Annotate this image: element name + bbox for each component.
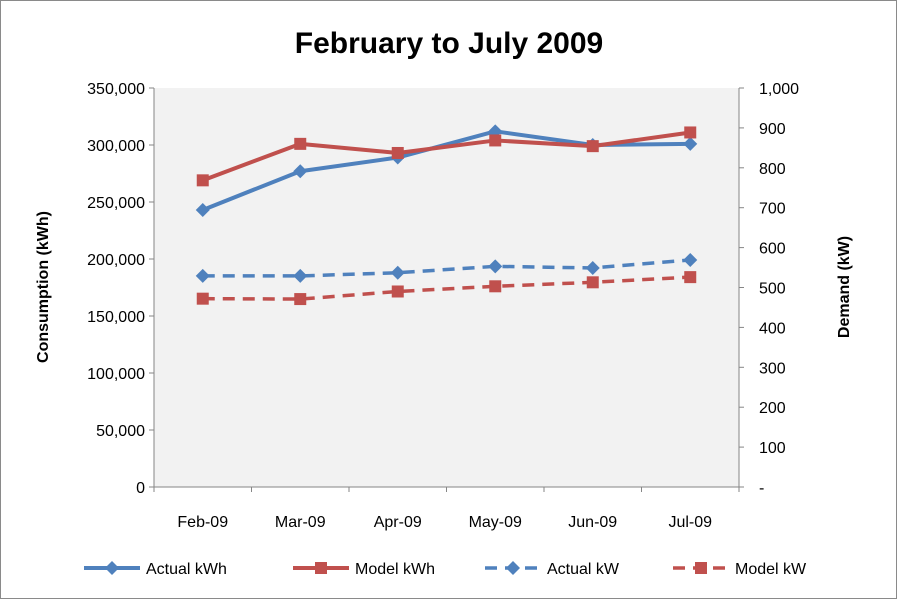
data-point-actual-kwh [195, 202, 210, 217]
left-axis-title: Consumption (kWh) [35, 211, 52, 363]
data-point-model-kw [586, 276, 599, 289]
right-tick-label: 200 [759, 400, 786, 417]
right-tick-label: 700 [759, 201, 786, 218]
right-tick-label: 900 [759, 121, 786, 138]
data-point-actual-kw [390, 265, 405, 280]
right-tick-label: 600 [759, 241, 786, 258]
right-tick-label: 400 [759, 320, 786, 337]
legend-marker-actual-kw [506, 561, 520, 575]
legend-item-actual-kwh: Actual kWh [84, 561, 227, 578]
data-point-model-kwh [586, 140, 599, 153]
data-point-model-kw [489, 280, 502, 293]
left-tick-label: 250,000 [87, 195, 145, 212]
legend-label-model-kwh: Model kWh [355, 561, 435, 578]
right-tick-label: 800 [759, 161, 786, 178]
legend: Actual kWh Model kWh Actual kW Model kW [84, 561, 807, 578]
data-point-actual-kwh [683, 136, 698, 151]
data-point-actual-kw [488, 259, 503, 274]
data-point-model-kwh [391, 146, 404, 159]
right-tick-label: 500 [759, 281, 786, 298]
left-tick-label: 150,000 [87, 309, 145, 326]
data-point-model-kw [294, 293, 307, 306]
right-axis-title: Demand (kW) [836, 236, 853, 338]
data-point-actual-kw [293, 268, 308, 283]
legend-marker-actual-kwh [105, 561, 119, 575]
x-tick-label: May-09 [469, 514, 522, 531]
right-axis: - 100 200 300 400 500 600 700 800 900 1,000 [738, 81, 799, 497]
right-tick-label: 300 [759, 360, 786, 377]
series-layer [195, 124, 698, 306]
series-line-actual-kw [202, 258, 691, 278]
legend-marker-model-kw [695, 562, 707, 574]
legend-label-actual-kwh: Actual kWh [146, 561, 227, 578]
data-point-model-kw [391, 285, 404, 298]
left-tick-label: 50,000 [96, 423, 145, 440]
left-tick-label: 100,000 [87, 366, 145, 383]
series-model-kw [196, 271, 697, 306]
data-point-actual-kw [195, 268, 210, 283]
data-point-model-kw [196, 292, 209, 305]
left-tick-label: 200,000 [87, 252, 145, 269]
series-model-kwh [196, 126, 697, 187]
right-tick-label: 100 [759, 440, 786, 457]
legend-item-actual-kw: Actual kW [485, 561, 620, 578]
left-tick-label: 350,000 [87, 81, 145, 98]
legend-marker-model-kwh [315, 562, 327, 574]
data-point-actual-kw [585, 260, 600, 275]
legend-item-model-kw: Model kW [673, 561, 807, 578]
right-tick-label: 1,000 [759, 81, 799, 98]
series-line-model-kw [202, 275, 691, 301]
legend-item-model-kwh: Model kWh [293, 561, 435, 578]
series-line-model-kwh [202, 130, 691, 183]
chart-title: February to July 2009 [295, 27, 603, 60]
series-actual-kw [195, 252, 698, 283]
x-tick-label: Jul-09 [668, 514, 712, 531]
left-tick-label: 0 [136, 480, 145, 497]
data-point-model-kw [684, 271, 697, 284]
x-tick-label: Feb-09 [177, 514, 228, 531]
data-point-actual-kw [683, 252, 698, 267]
right-tick-label: - [759, 480, 764, 497]
x-tick-label: Apr-09 [374, 514, 422, 531]
data-point-model-kwh [684, 126, 697, 139]
x-axis: Feb-09 Mar-09 Apr-09 May-09 Jun-09 Jul-09 [153, 486, 740, 531]
data-point-actual-kwh [293, 164, 308, 179]
legend-label-actual-kw: Actual kW [547, 561, 620, 578]
data-point-model-kwh [294, 137, 307, 150]
x-tick-label: Jun-09 [568, 514, 617, 531]
left-axis: 0 50,000 100,000 150,000 200,000 250,000 300,0… [87, 81, 155, 497]
x-tick-label: Mar-09 [275, 514, 326, 531]
legend-label-model-kw: Model kW [735, 561, 807, 578]
data-point-model-kwh [489, 134, 502, 147]
data-point-model-kwh [196, 174, 209, 187]
left-tick-label: 300,000 [87, 138, 145, 155]
